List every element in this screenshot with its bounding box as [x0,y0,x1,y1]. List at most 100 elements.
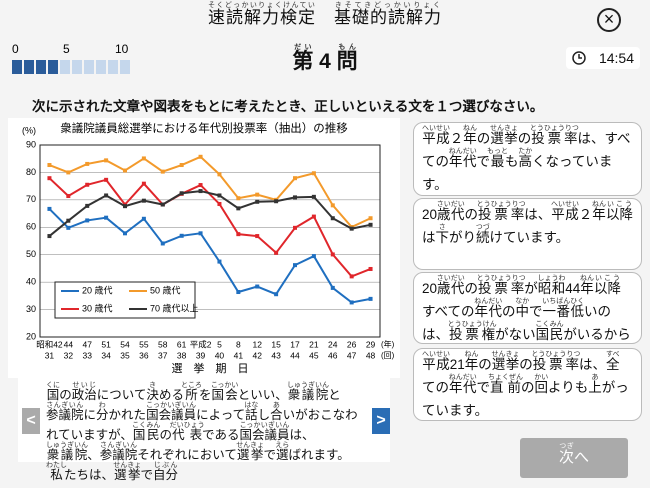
ruby: 年代ねんだい [474,298,503,319]
ruby-text: わ [96,402,109,409]
point [311,254,316,259]
y-tick-label: 70 [26,194,36,204]
x-tick-label: 55 [139,339,149,349]
option[interactable]: 20歳代さいだいの投票率とうひょうりつが昭和しょうわ44年ねん以降いこうすべての… [413,272,642,365]
point [236,206,241,211]
ruby-base: 平成 [422,357,450,372]
ruby-text: ひく [570,298,585,305]
next-page-button[interactable]: > [372,408,390,434]
text: いのは、 [422,304,612,342]
x-tick-label: 44 [64,339,74,349]
text: の [476,131,491,146]
option[interactable]: 平成へいせい21年ねんの選挙せんきょの投票率とうひょうりつは、全すべての年代ねん… [413,348,642,421]
ruby-base: 全 [606,357,620,372]
point [330,203,335,208]
ruby-text: せんきょ [490,125,518,132]
option[interactable]: 20歳代さいだいの投票率とうひょうりつは、平成へいせい２年ねん以降いこうは下さが… [413,198,642,270]
text: くなっています。 [422,154,613,192]
point [274,199,279,204]
point [160,202,165,207]
ruby-text: とうひょうりつ [531,351,581,358]
point [293,195,297,200]
ruby-base: 次 [558,449,574,466]
ruby: 代表だいひょう [169,422,205,442]
ruby: 投票率とうひょうりつ [530,125,579,146]
ruby-base: 国会議員 [239,428,290,442]
option[interactable]: 平成へいせい２年ねんの選挙せんきょの投票率とうひょうりつは、すべての年代ねんだい… [413,122,642,196]
text: は、 [524,207,552,222]
ruby-base: 最 [487,154,508,169]
y-tick-label: 90 [26,139,36,149]
point [217,193,222,198]
timer: 14:54 [566,47,640,69]
ruby-text: へいせい [422,351,450,358]
ruby-text: さ [435,224,450,231]
y-unit: (%) [22,125,36,135]
ruby-base: 国民 [535,327,564,342]
legend [54,281,196,319]
ruby: 選挙せんきょ [236,442,265,462]
ruby-base: 代表 [169,428,205,442]
x-tick-label: 12 [252,339,262,349]
ruby-text: そくどっかいりょくけんてい [208,2,316,9]
ruby-text: ねん [463,125,477,132]
point [349,300,354,305]
ruby: 平成へいせい [551,201,579,222]
legend-label: 50 歳代 [150,284,181,295]
text: の [464,281,479,296]
progress-block [24,60,34,74]
ruby-base: 決 [146,388,159,402]
point [217,259,222,264]
progress-label: 5 [63,42,70,56]
session-label: 33 [82,350,92,360]
ruby-base: 投票率 [476,281,526,296]
ruby: 速読解力検定そくどっかいりょくけんてい [208,2,316,27]
ruby-text: わたし [46,462,67,469]
ruby-text: こくみん [132,422,161,429]
ruby-text: せいじ [71,382,97,389]
text: は、 [289,428,315,442]
text: に [83,408,97,422]
ruby-text: しゅうぎいん [46,442,88,449]
ruby-base: 投票率 [531,357,581,372]
next-button[interactable]: 次つぎへ [520,438,628,478]
x-tick-label: 24 [328,339,338,349]
x-tick-label: 58 [158,339,168,349]
ruby: 次つぎ [558,443,574,466]
point [85,218,90,223]
ruby: 基礎的読解力きそてきどっかいりょく [334,2,442,27]
ruby: 国会議員こっかいぎいん [239,422,290,442]
point [368,222,373,227]
text: も [505,154,519,169]
text [316,8,334,27]
ruby: 年代ねんだい [449,148,477,169]
ruby-base: 問 [336,50,358,73]
ruby: 国会こっかい [211,382,239,402]
text: ２ [578,207,593,222]
point [236,232,241,237]
ruby-base: 選挙 [236,448,265,462]
ruby-base: 年代 [474,304,503,319]
point [179,191,184,196]
ruby: 直前ちょくぜん [488,374,523,395]
ruby-text: えら [275,442,290,449]
ruby-text: さんぎいん [99,442,138,449]
text: の [478,357,492,372]
ruby: 話はな [244,402,258,422]
progress-block [108,60,118,74]
chart-title: 衆議院議員総選挙における年代別投票率（抽出）の推移 [60,121,348,135]
text: が [524,281,538,296]
close-button[interactable]: × [597,8,621,32]
ruby: 年ねん [580,275,594,296]
text: 20 [422,281,438,296]
text: める [158,388,184,402]
ruby-text: はな [244,402,259,409]
point [274,292,279,297]
text: で [140,468,154,482]
ruby: 所ところ [181,382,202,402]
ruby: 選挙せんきょ [492,351,520,372]
text: の [519,357,533,372]
prev-button[interactable]: < [22,408,40,434]
ruby-text: もん [336,44,358,51]
